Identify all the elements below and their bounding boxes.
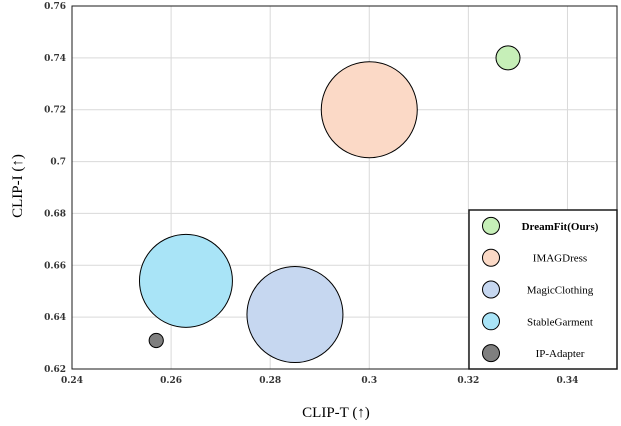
x-axis-title: CLIP-T (↑) xyxy=(302,405,370,421)
x-tick-label: 0.34 xyxy=(556,376,578,386)
y-axis-ticks: 0.76 0.74 0.72 0.7 0.68 0.66 0.64 0.62 xyxy=(44,2,66,375)
legend-marker xyxy=(482,344,500,363)
y-tick-label: 0.62 xyxy=(44,365,66,375)
legend-marker xyxy=(482,216,500,235)
y-axis-title: CLIP-I (↑) xyxy=(10,154,26,218)
legend-label: DreamFit(Ours) xyxy=(522,221,599,233)
legend-marker xyxy=(482,248,500,267)
y-tick-label: 0.64 xyxy=(44,313,66,323)
legend-marker xyxy=(482,312,500,331)
bubble xyxy=(246,266,344,364)
y-tick-label: 0.66 xyxy=(44,261,66,271)
x-tick-label: 0.32 xyxy=(457,376,479,386)
x-tick-label: 0.28 xyxy=(259,376,281,386)
x-tick-label: 0.26 xyxy=(160,376,182,386)
bubble xyxy=(138,233,233,328)
y-tick-label: 0.7 xyxy=(50,158,66,168)
y-tick-label: 0.68 xyxy=(44,209,66,219)
bubble xyxy=(148,332,164,349)
legend-marker xyxy=(482,280,500,299)
legend-label: IP-Adapter xyxy=(536,348,585,360)
x-tick-label: 0.3 xyxy=(361,376,377,386)
y-tick-label: 0.72 xyxy=(44,106,66,116)
bubble xyxy=(495,45,521,71)
y-tick-label: 0.74 xyxy=(44,54,66,64)
bubbles xyxy=(138,45,521,364)
y-tick-label: 0.76 xyxy=(44,2,66,12)
x-tick-label: 0.24 xyxy=(61,376,83,386)
legend: DreamFit(Ours) IMAGDress MagicClothing Stab… xyxy=(468,209,618,370)
legend-label: IMAGDress xyxy=(533,253,587,265)
plot-frame xyxy=(71,5,618,370)
legend-label: MagicClothing xyxy=(527,285,594,297)
legend-label: StableGarment xyxy=(527,316,593,328)
bubble xyxy=(320,61,418,159)
x-axis-ticks: 0.24 0.26 0.28 0.3 0.32 0.34 xyxy=(61,376,578,386)
